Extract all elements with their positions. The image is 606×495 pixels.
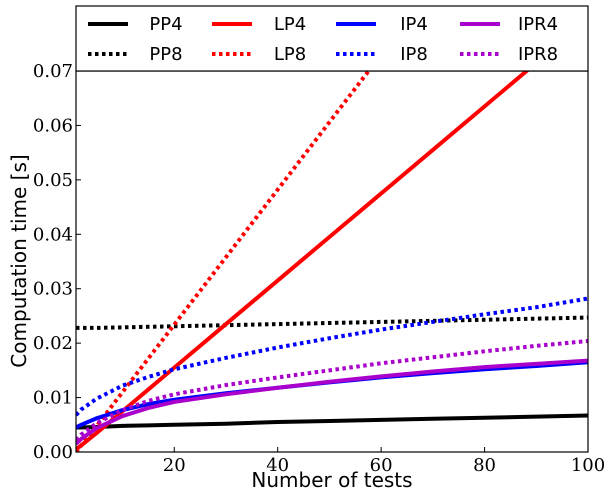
y-tick-label: 0.06 — [33, 115, 73, 136]
legend-label-pp8: PP8 — [149, 44, 182, 65]
plot-frame — [75, 70, 589, 453]
series-line-pp8 — [76, 315, 588, 330]
x-axis-label: Number of tests — [251, 468, 412, 492]
y-tick-label: 0.02 — [33, 333, 73, 354]
legend-box — [75, 5, 589, 72]
series-layer — [76, 71, 588, 452]
y-tick-label: 0.01 — [33, 388, 73, 409]
y-tick-label: 0.04 — [33, 224, 73, 245]
legend-label-ip8: IP8 — [400, 44, 428, 65]
y-tick-label: 0.05 — [33, 170, 73, 191]
x-tick-label: 20 — [163, 455, 186, 476]
legend-label-ipr4: IPR4 — [518, 14, 558, 35]
y-tick-label: 0.00 — [33, 442, 73, 463]
series-line-pp4 — [76, 413, 588, 430]
series-line-ipr4 — [76, 358, 588, 446]
series-line-lp4 — [76, 71, 530, 451]
y-axis-label: Computation time [s] — [7, 154, 31, 367]
x-tick-label: 40 — [266, 455, 289, 476]
legend-label-lp4: LP4 — [274, 14, 306, 35]
legend-label-pp4: PP4 — [149, 14, 182, 35]
x-tick-label: 80 — [473, 455, 496, 476]
series-line-ip8 — [76, 296, 588, 417]
series-line-lp8 — [76, 71, 372, 452]
x-tick-label: 60 — [370, 455, 393, 476]
ticks-layer: 20 40 60 80 100 0.00 0.01 0.02 0.03 0.04 0.05 0.06 0… — [33, 61, 605, 476]
legend-label-ip4: IP4 — [400, 14, 428, 35]
y-tick-label: 0.07 — [33, 61, 73, 82]
x-tick-label: 100 — [571, 455, 605, 476]
legend-label-ipr8: IPR8 — [518, 44, 558, 65]
y-tick-label: 0.03 — [33, 279, 73, 300]
legend: PP4 LP4 IP4 IPR4 PP8 LP8 IP8 IPR8 — [75, 5, 589, 72]
legend-label-lp8: LP8 — [274, 44, 306, 65]
series-line-ipr8 — [76, 338, 588, 442]
